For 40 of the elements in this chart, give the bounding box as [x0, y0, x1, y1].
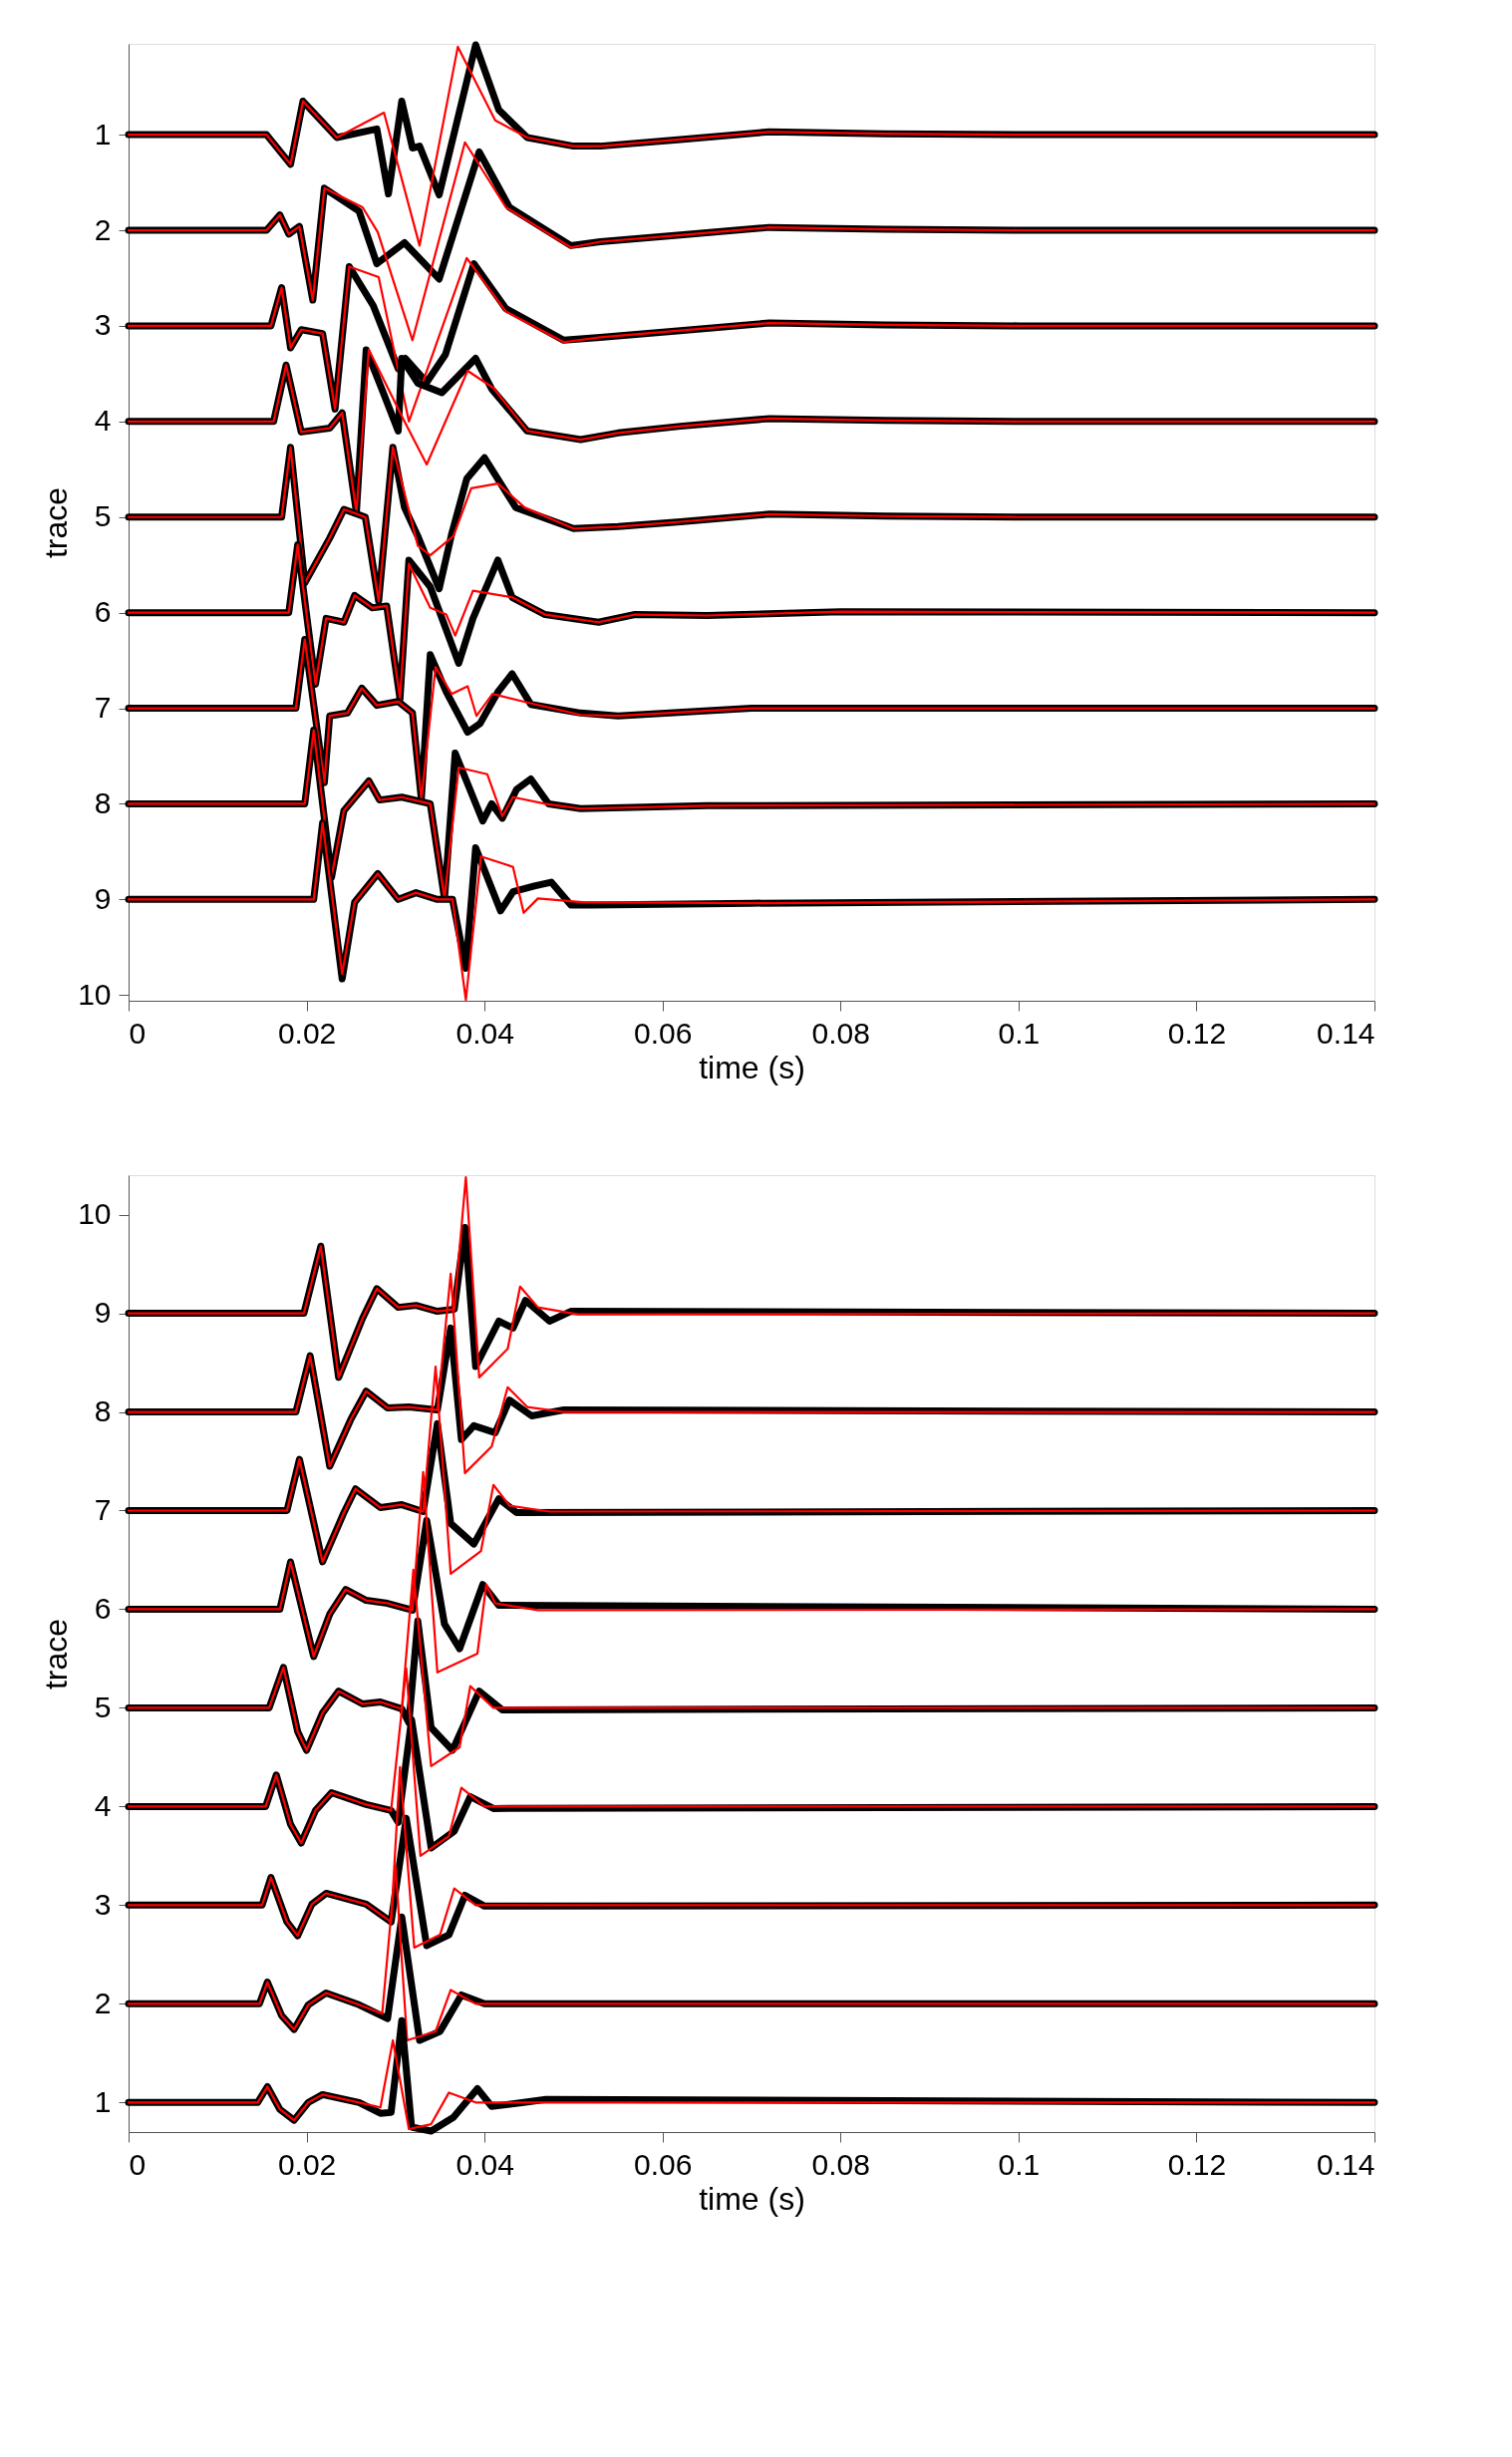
x-tick-label: 0.06: [634, 2147, 693, 2181]
y-axis-title: trace: [38, 486, 75, 559]
x-tick-label: 0.1: [998, 1016, 1041, 1050]
x-tick-label: 0.02: [277, 2147, 337, 2181]
y-tick-label: 4: [94, 1788, 112, 1822]
x-tick-label: 0.04: [455, 2147, 514, 2181]
x-tick-label: 0: [129, 1016, 147, 1050]
y-tick-label: 6: [94, 595, 112, 629]
y-tick-label: 9: [94, 881, 112, 915]
x-tick-label: 0.14: [1317, 2147, 1375, 2181]
y-tick-label: 2: [94, 1986, 112, 2019]
x-tick-label: 0.12: [1167, 2147, 1227, 2181]
y-axis-title: trace: [38, 1618, 75, 1690]
y-tick-label: 10: [78, 1197, 112, 1231]
x-tick-label: 0.06: [634, 1016, 693, 1050]
x-tick-label: 0.08: [811, 1016, 870, 1050]
x-tick-label: 0.02: [277, 1016, 337, 1050]
x-tick-label: 0.14: [1317, 1016, 1375, 1050]
y-tick-label: 6: [94, 1591, 112, 1625]
y-tick-label: 7: [94, 691, 112, 725]
y-tick-label: 8: [94, 1394, 112, 1428]
x-tick-label: 0: [129, 2147, 147, 2181]
x-tick-label: 0.04: [455, 1016, 514, 1050]
x-axis-title: time (s): [699, 1049, 805, 1085]
y-tick-label: 3: [94, 1887, 112, 1921]
y-tick-label: 4: [94, 404, 112, 438]
x-axis-title: time (s): [699, 2180, 805, 2217]
x-tick-label: 0.1: [998, 2147, 1041, 2181]
y-tick-label: 5: [94, 1689, 112, 1723]
y-tick-label: 3: [94, 308, 112, 342]
y-tick-label: 1: [94, 2084, 112, 2118]
x-tick-label: 0.12: [1167, 1016, 1227, 1050]
y-tick-label: 7: [94, 1492, 112, 1526]
x-tick-label: 0.08: [811, 2147, 870, 2181]
y-tick-label: 2: [94, 212, 112, 246]
y-tick-label: 5: [94, 499, 112, 533]
y-tick-label: 1: [94, 117, 112, 151]
y-tick-label: 9: [94, 1296, 112, 1330]
y-tick-label: 8: [94, 785, 112, 819]
y-tick-label: 10: [78, 977, 112, 1011]
